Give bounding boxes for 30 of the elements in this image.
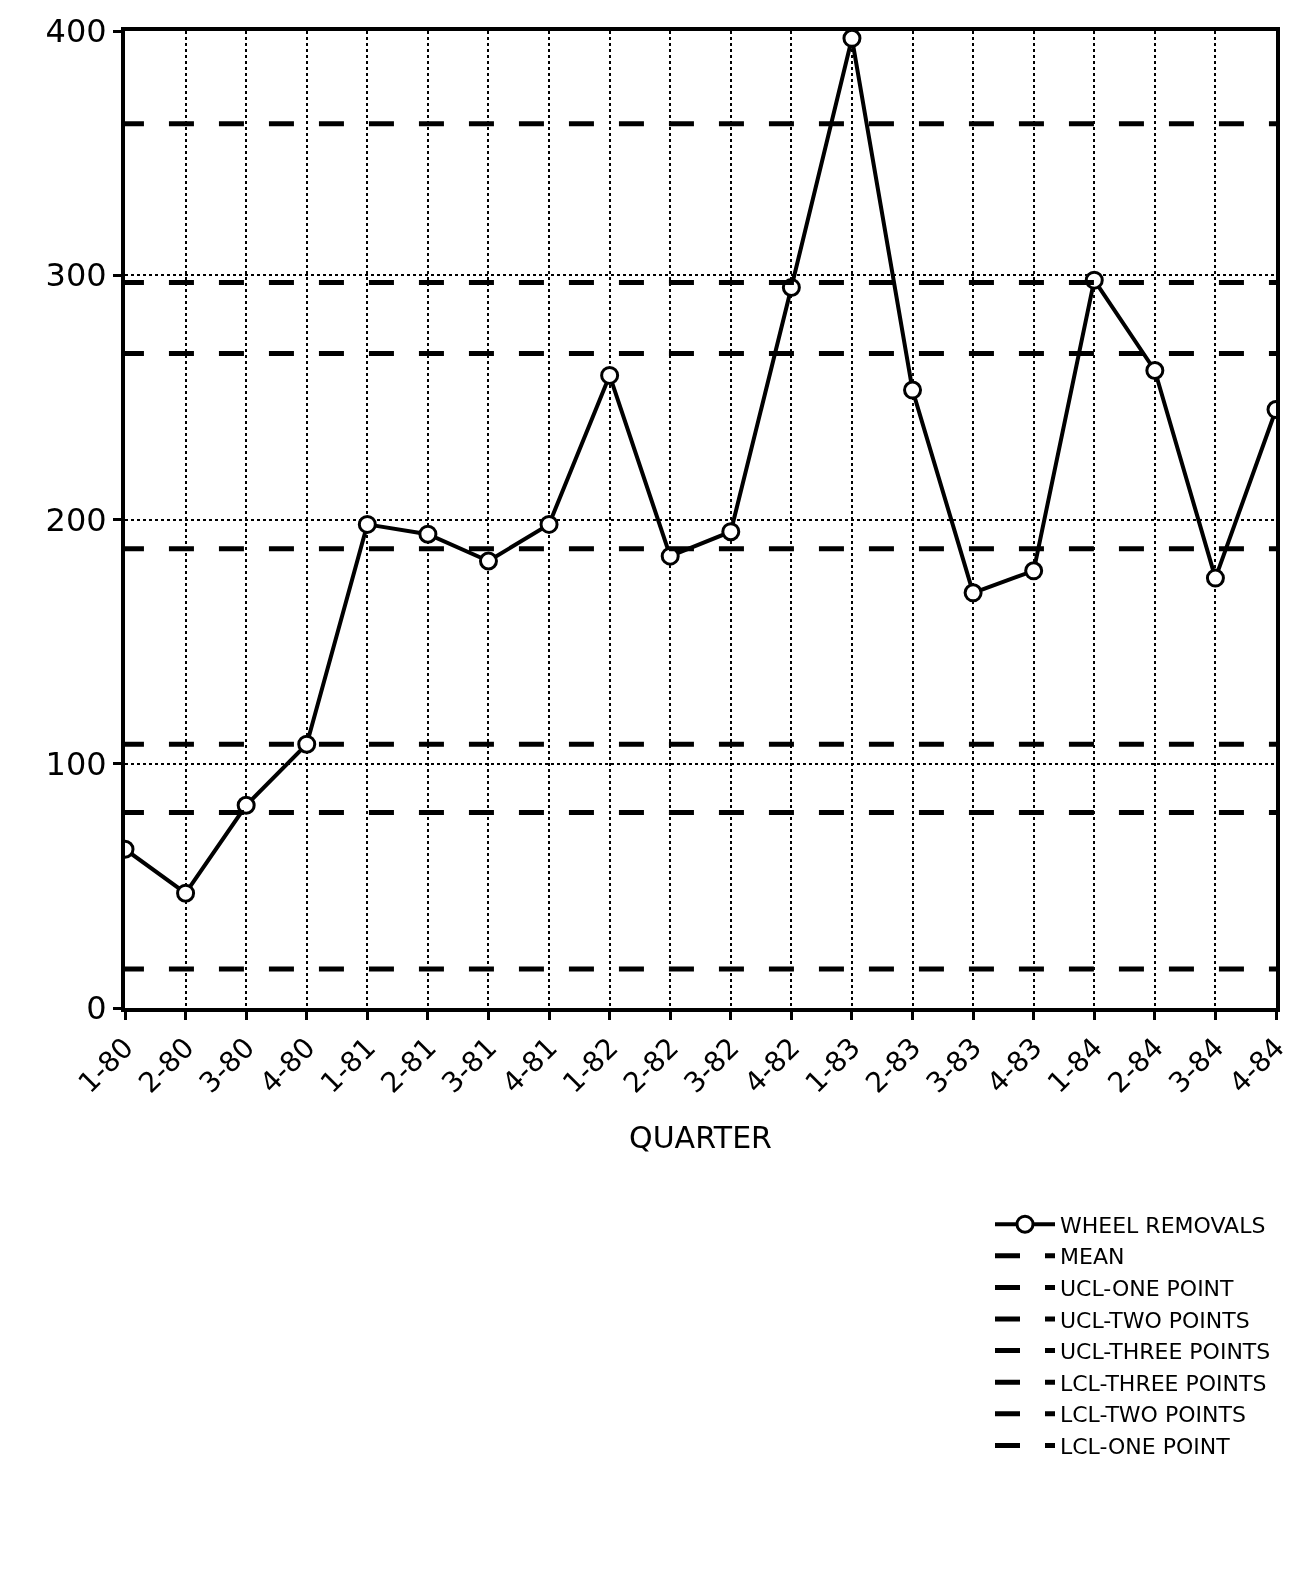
point	[903, 380, 923, 400]
point	[1205, 568, 1225, 588]
y-tick-label: 100	[45, 744, 107, 783]
point	[478, 551, 498, 571]
legend-label: UCL-TWO POINTS	[1060, 1307, 1250, 1333]
y-tick-label: 0	[86, 989, 107, 1028]
y-tick-label: 300	[45, 256, 107, 295]
point	[660, 546, 680, 566]
point	[418, 524, 438, 544]
legend-label: UCL-ONE POINT	[1060, 1275, 1235, 1301]
point	[176, 883, 196, 903]
y-tick-label: 200	[45, 500, 107, 539]
point	[236, 795, 256, 815]
point	[600, 365, 620, 385]
legend-label: WHEEL REMOVALS	[1060, 1212, 1266, 1238]
legend-label: LCL-THREE POINTS	[1060, 1370, 1267, 1396]
legend-label: LCL-TWO POINTS	[1060, 1402, 1246, 1428]
y-tick-label: 400	[45, 12, 107, 51]
point	[963, 583, 983, 603]
point	[1145, 361, 1165, 380]
legend-label: MEAN	[1060, 1244, 1125, 1270]
point	[539, 514, 559, 534]
point	[721, 522, 741, 542]
x-axis-title: QUARTER	[629, 1120, 772, 1156]
legend-label: LCL-ONE POINT	[1060, 1433, 1231, 1459]
point	[1024, 561, 1044, 581]
point	[297, 734, 317, 754]
point	[842, 31, 862, 48]
legend-label: UCL-THREE POINTS	[1060, 1339, 1271, 1365]
point	[357, 514, 377, 534]
